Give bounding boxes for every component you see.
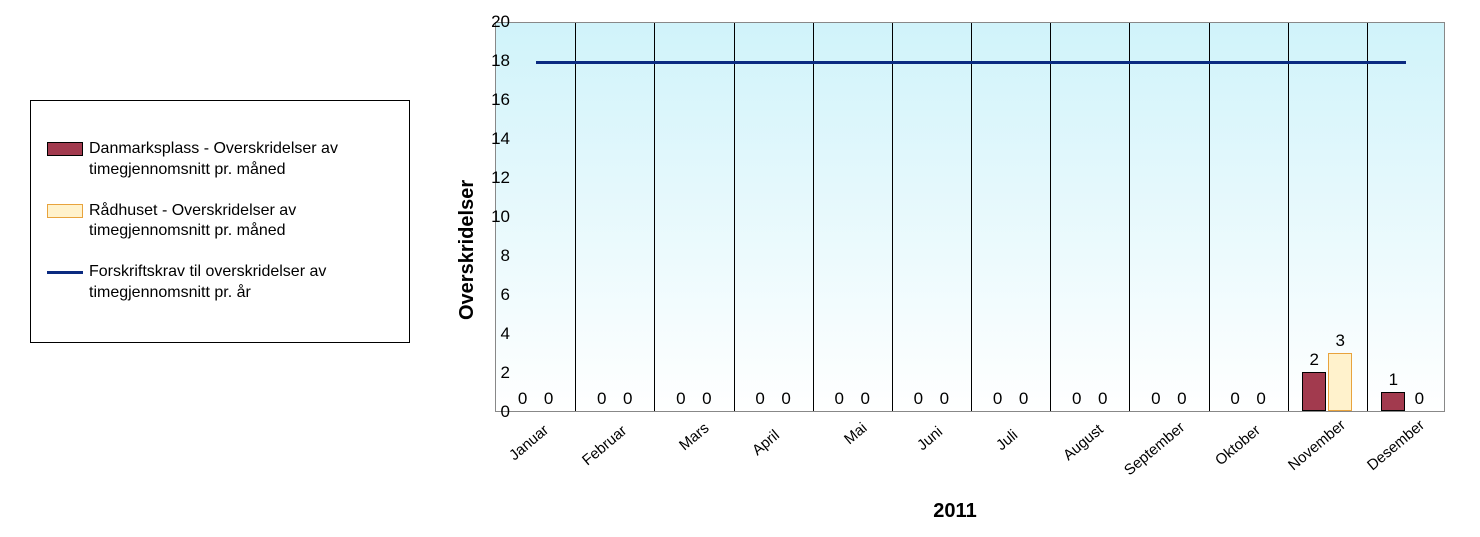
x-tick-label: Mai: [841, 420, 870, 449]
legend-label-danmarksplass: Danmarksplass - Overskridelser av timegj…: [89, 139, 393, 181]
legend-swatch-forskriftskrav: [47, 271, 83, 274]
data-label: 0: [1415, 389, 1424, 409]
bar-radhuset: [1328, 353, 1352, 412]
data-label: 0: [1230, 389, 1239, 409]
data-label: 0: [781, 389, 790, 409]
x-tick-label: Desember: [1364, 417, 1428, 475]
x-tick-label: Juli: [993, 426, 1021, 453]
x-axis-title: 2011: [440, 500, 1470, 523]
x-tick-label: Oktober: [1212, 422, 1264, 469]
y-tick-label: 8: [501, 246, 510, 266]
data-label: 0: [1072, 389, 1081, 409]
data-label: 0: [702, 389, 711, 409]
legend-item-forskriftskrav: Forskriftskrav til overskridelser av tim…: [47, 262, 393, 304]
x-tick-label: Januar: [506, 421, 552, 464]
legend-label-forskriftskrav: Forskriftskrav til overskridelser av tim…: [89, 262, 393, 304]
x-tick-label: April: [749, 426, 783, 458]
y-tick-label: 6: [501, 285, 510, 305]
y-tick-label: 16: [491, 90, 510, 110]
data-label: 0: [518, 389, 527, 409]
reference-line: [536, 61, 1407, 64]
y-tick-label: 4: [501, 324, 510, 344]
data-label: 0: [1256, 389, 1265, 409]
gridline: [1129, 23, 1130, 411]
legend-item-danmarksplass: Danmarksplass - Overskridelser av timegj…: [47, 139, 393, 181]
data-label: 0: [676, 389, 685, 409]
data-label: 0: [1019, 389, 1028, 409]
data-label: 0: [835, 389, 844, 409]
data-label: 0: [544, 389, 553, 409]
data-label: 0: [1151, 389, 1160, 409]
data-label: 0: [623, 389, 632, 409]
x-tick-label: Juni: [914, 423, 946, 454]
x-tick-label: August: [1060, 421, 1107, 464]
x-tick-label: November: [1285, 417, 1349, 475]
gridline: [654, 23, 655, 411]
gridline: [1209, 23, 1210, 411]
data-label: 0: [940, 389, 949, 409]
y-tick-label: 14: [491, 129, 510, 149]
gridline: [1367, 23, 1368, 411]
gridline: [575, 23, 576, 411]
data-label: 0: [1098, 389, 1107, 409]
plot-region: 000000000000000000002310: [495, 22, 1445, 412]
x-tick-label: September: [1121, 419, 1188, 479]
data-label: 0: [993, 389, 1002, 409]
data-label: 0: [861, 389, 870, 409]
legend-label-radhuset: Rådhuset - Overskridelser av timegjennom…: [89, 201, 393, 243]
legend-swatch-radhuset: [47, 204, 83, 218]
y-axis-label: Overskridelser: [456, 180, 479, 320]
gridline: [1050, 23, 1051, 411]
gridline: [1288, 23, 1289, 411]
legend-swatch-danmarksplass: [47, 142, 83, 156]
y-tick-label: 10: [491, 207, 510, 227]
gridline: [892, 23, 893, 411]
y-tick-label: 20: [491, 12, 510, 32]
data-label: 1: [1389, 370, 1398, 390]
legend-item-radhuset: Rådhuset - Overskridelser av timegjennom…: [47, 201, 393, 243]
data-label: 2: [1310, 350, 1319, 370]
legend: Danmarksplass - Overskridelser av timegj…: [30, 100, 410, 343]
y-tick-label: 12: [491, 168, 510, 188]
chart-area: Overskridelser 000000000000000000002310 …: [440, 10, 1470, 530]
data-label: 0: [597, 389, 606, 409]
x-tick-label: Mars: [676, 419, 712, 453]
data-label: 3: [1336, 331, 1345, 351]
data-label: 0: [755, 389, 764, 409]
gridline: [813, 23, 814, 411]
gridline: [971, 23, 972, 411]
y-tick-label: 0: [501, 402, 510, 422]
gridline: [734, 23, 735, 411]
x-tick-label: Februar: [579, 422, 630, 469]
data-label: 0: [914, 389, 923, 409]
data-label: 0: [1177, 389, 1186, 409]
bar-danmarksplass: [1381, 392, 1405, 412]
y-tick-label: 18: [491, 51, 510, 71]
y-tick-label: 2: [501, 363, 510, 383]
bar-danmarksplass: [1302, 372, 1326, 411]
